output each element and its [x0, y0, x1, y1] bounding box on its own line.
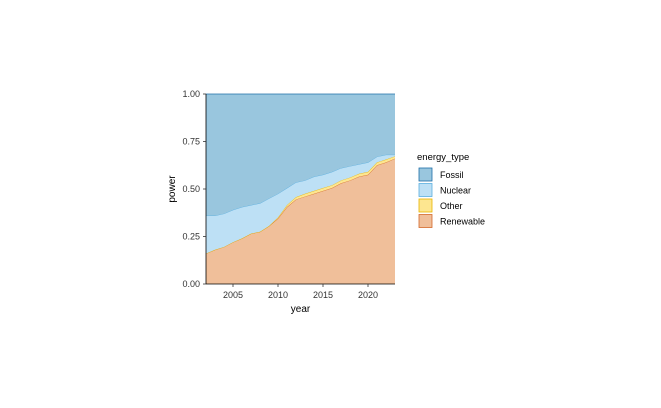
legend-key-renewable [418, 214, 433, 228]
legend: energy_type Fossil Nuclear Other Renewable [417, 152, 485, 228]
y-tick-label: 0.75 [182, 137, 200, 147]
area-layers [205, 93, 396, 284]
x-tick-label: 2005 [223, 290, 243, 300]
y-tick-label: 0.00 [182, 279, 200, 289]
legend-label-nuclear: Nuclear [440, 186, 471, 196]
x-tick-label: 2015 [313, 290, 333, 300]
tick-marks: 2005 2010 2015 2020 0.00 0.25 0.50 0.75 1.00 [182, 89, 378, 300]
area-other [206, 156, 395, 254]
x-tick-label: 2020 [358, 290, 378, 300]
legend-title: energy_type [417, 152, 469, 163]
legend-label-renewable: Renewable [440, 217, 485, 227]
y-axis-title: power [167, 175, 178, 203]
legend-label-other: Other [440, 201, 463, 211]
area-fossil [206, 94, 395, 216]
y-tick-label: 0.50 [182, 184, 200, 194]
legend-key-nuclear [418, 183, 433, 197]
area-nuclear [206, 154, 395, 254]
y-tick-label: 0.25 [182, 232, 200, 242]
y-tick-label: 1.00 [182, 89, 200, 99]
x-axis-title: year [291, 304, 311, 315]
x-tick-label: 2010 [268, 290, 288, 300]
legend-key-other [418, 198, 433, 213]
area-line-other [205, 155, 396, 254]
area-renewable [206, 158, 395, 284]
legend-label-fossil: Fossil [440, 170, 464, 180]
legend-key-fossil [418, 167, 433, 182]
